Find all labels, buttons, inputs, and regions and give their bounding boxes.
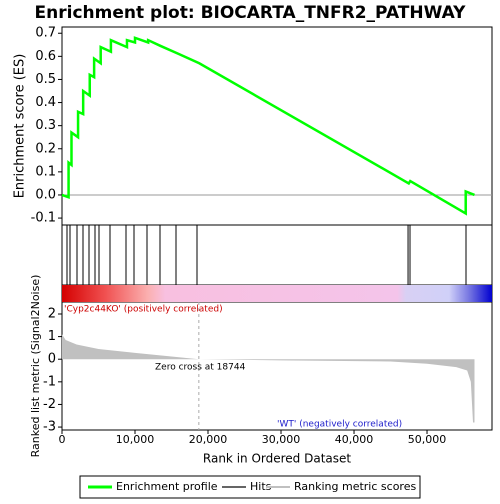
y-tick-label: 0.1 [35,164,56,179]
y-tick-label: -0.1 [31,211,56,226]
y-tick-label: -1 [43,374,56,389]
x-tick-label: 20,000 [189,433,228,446]
legend-label: Hits [250,480,272,493]
y-tick-label: 0 [48,352,56,367]
y-tick-label: 0.0 [35,187,56,202]
y-tick-label: 1 [48,329,56,344]
positive-label: 'Cyp2c44KO' (positively correlated) [64,305,223,315]
legend-label: Enrichment profile [116,480,218,493]
negative-label: 'WT' (negatively correlated) [277,420,402,430]
x-tick-label: 40,000 [335,433,374,446]
zero-cross-label: Zero cross at 18744 [155,363,246,373]
y-axis-title: Ranked list metric (Signal2Noise) [29,275,42,458]
y-tick-label: 0.2 [35,141,56,156]
ranking-bar [62,285,492,302]
x-tick-label: 50,000 [408,433,447,446]
es-line [61,36,475,216]
y-tick-label: 0.4 [35,95,56,110]
legend-label: Ranking metric scores [294,480,416,493]
x-tick-label: 10,000 [116,433,155,446]
y-axis-title: Enrichment score (ES) [13,54,28,199]
y-tick-label: 2 [48,306,56,321]
y-tick-label: 0.3 [35,118,56,133]
y-tick-label: 0.7 [35,26,56,41]
legend [79,475,421,499]
chart-title: Enrichment plot: BIOCARTA_TNFR2_PATHWAY [35,3,467,23]
y-tick-label: 0.5 [35,72,56,87]
y-tick-label: -2 [43,397,56,412]
x-axis-title: Rank in Ordered Dataset [203,452,351,466]
y-tick-label: 0.6 [35,49,56,64]
y-tick-label: -3 [43,420,56,435]
frame [61,26,493,431]
x-tick-label: 0 [59,433,66,446]
metric-area [62,334,475,423]
x-tick-label: 30,000 [262,433,301,446]
